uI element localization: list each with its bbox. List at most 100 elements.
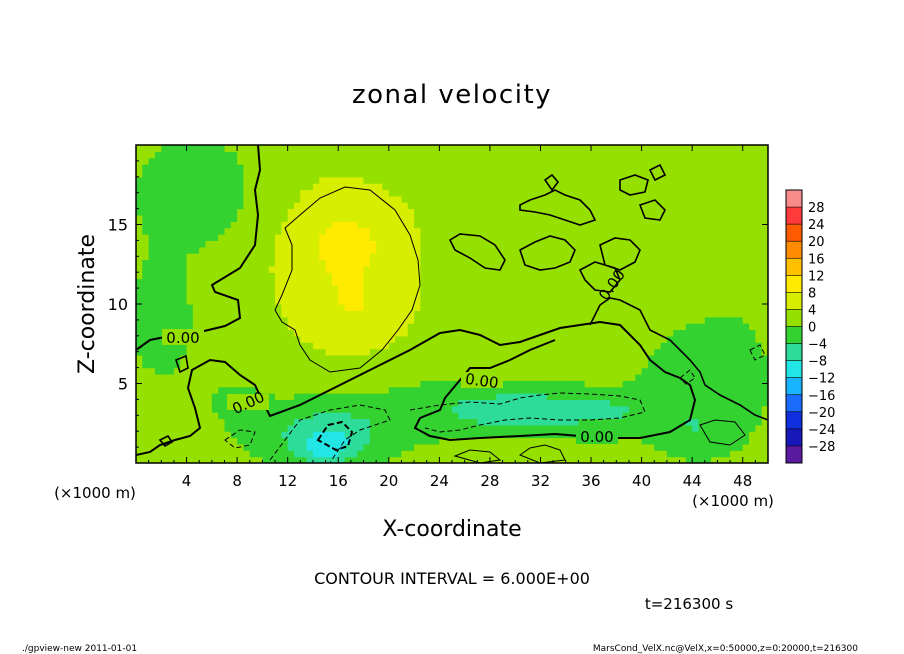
heatmap-cell bbox=[546, 240, 554, 248]
heatmap-cell bbox=[376, 170, 384, 178]
heatmap-cell bbox=[464, 386, 472, 394]
heatmap-cell bbox=[243, 380, 251, 388]
heatmap-cell bbox=[268, 335, 276, 343]
heatmap-cell bbox=[414, 405, 421, 413]
heatmap-cell bbox=[622, 145, 630, 152]
heatmap-cell bbox=[294, 424, 301, 432]
heatmap-cell bbox=[325, 450, 333, 458]
heatmap-cell bbox=[319, 278, 327, 286]
heatmap-cell bbox=[723, 195, 731, 203]
heatmap-cell bbox=[610, 412, 617, 420]
heatmap-cell bbox=[742, 157, 750, 165]
heatmap-cell bbox=[647, 348, 655, 356]
heatmap-cell bbox=[306, 316, 314, 324]
heatmap-cell bbox=[698, 221, 706, 229]
heatmap-cell bbox=[319, 348, 327, 356]
heatmap-cell bbox=[369, 399, 377, 407]
heatmap-cell bbox=[331, 329, 339, 337]
heatmap-cell bbox=[477, 240, 485, 248]
heatmap-cell bbox=[300, 367, 308, 375]
heatmap-cell bbox=[679, 240, 687, 248]
heatmap-cell bbox=[622, 151, 630, 159]
heatmap-cell bbox=[647, 240, 655, 248]
heatmap-cell bbox=[192, 456, 200, 463]
heatmap-cell bbox=[414, 253, 421, 261]
heatmap-cell bbox=[660, 450, 668, 458]
heatmap-cell bbox=[603, 323, 611, 331]
heatmap-cell bbox=[717, 291, 725, 299]
heatmap-cell bbox=[572, 278, 579, 286]
heatmap-cell bbox=[275, 164, 282, 172]
heatmap-cell bbox=[243, 259, 251, 267]
heatmap-cell bbox=[275, 221, 282, 229]
heatmap-cell bbox=[369, 208, 377, 216]
heatmap-cell bbox=[540, 278, 548, 286]
heatmap-cell bbox=[597, 329, 605, 337]
heatmap-cell bbox=[685, 214, 693, 222]
heatmap-cell bbox=[521, 329, 529, 337]
heatmap-cell bbox=[262, 221, 270, 229]
heatmap-cell bbox=[597, 234, 605, 241]
heatmap-cell bbox=[148, 227, 156, 235]
heatmap-cell bbox=[603, 316, 611, 324]
heatmap-cell bbox=[704, 393, 712, 400]
heatmap-cell bbox=[502, 443, 510, 451]
heatmap-cell bbox=[218, 373, 226, 381]
heatmap-cell bbox=[388, 386, 396, 394]
heatmap-cell bbox=[572, 342, 579, 350]
heatmap-cell bbox=[666, 373, 674, 381]
heatmap-cell bbox=[452, 304, 459, 311]
heatmap-cell bbox=[483, 304, 491, 311]
heatmap-cell bbox=[186, 170, 194, 178]
heatmap-cell bbox=[470, 278, 478, 286]
heatmap-cell bbox=[287, 316, 295, 324]
heatmap-cell bbox=[483, 214, 491, 222]
heatmap-cell bbox=[161, 145, 169, 152]
heatmap-cell bbox=[679, 246, 687, 254]
heatmap-cell bbox=[723, 265, 731, 273]
heatmap-cell bbox=[597, 348, 605, 356]
heatmap-cell bbox=[331, 246, 339, 254]
heatmap-cell bbox=[736, 208, 744, 216]
heatmap-cell bbox=[224, 291, 232, 299]
heatmap-cell bbox=[211, 316, 219, 324]
heatmap-cell bbox=[325, 227, 333, 235]
heatmap-cell bbox=[249, 456, 257, 463]
heatmap-cell bbox=[401, 253, 409, 261]
heatmap-cell bbox=[685, 399, 693, 407]
heatmap-cell bbox=[161, 164, 169, 172]
heatmap-cell bbox=[249, 265, 257, 273]
heatmap-cell bbox=[186, 291, 194, 299]
heatmap-cell bbox=[319, 170, 327, 178]
heatmap-cell bbox=[730, 310, 737, 318]
heatmap-cell bbox=[262, 348, 270, 356]
heatmap-cell bbox=[452, 284, 459, 292]
heatmap-cell bbox=[224, 183, 232, 191]
heatmap-cell bbox=[761, 399, 768, 407]
heatmap-cell bbox=[502, 195, 510, 203]
heatmap-cell bbox=[508, 227, 516, 235]
heatmap-cell bbox=[161, 265, 169, 273]
heatmap-cell bbox=[205, 386, 213, 394]
heatmap-cell bbox=[300, 431, 308, 439]
heatmap-cell bbox=[559, 316, 567, 324]
heatmap-cell bbox=[755, 214, 763, 222]
heatmap-cell bbox=[243, 189, 251, 197]
heatmap-cell bbox=[237, 259, 245, 267]
heatmap-cell bbox=[628, 221, 636, 229]
heatmap-cell bbox=[262, 412, 270, 420]
heatmap-cell bbox=[433, 354, 440, 362]
heatmap-cell bbox=[395, 443, 403, 451]
heatmap-cell bbox=[508, 431, 516, 439]
heatmap-cell bbox=[211, 380, 219, 388]
heatmap-cell bbox=[363, 310, 371, 318]
heatmap-cell bbox=[736, 418, 744, 426]
heatmap-cell bbox=[420, 443, 428, 451]
heatmap-cell bbox=[211, 202, 219, 210]
heatmap-cell bbox=[237, 170, 245, 178]
heatmap-cell bbox=[515, 329, 523, 337]
heatmap-cell bbox=[711, 170, 719, 178]
heatmap-cell bbox=[736, 297, 744, 305]
heatmap-cell bbox=[572, 272, 579, 280]
heatmap-cell bbox=[401, 265, 409, 273]
